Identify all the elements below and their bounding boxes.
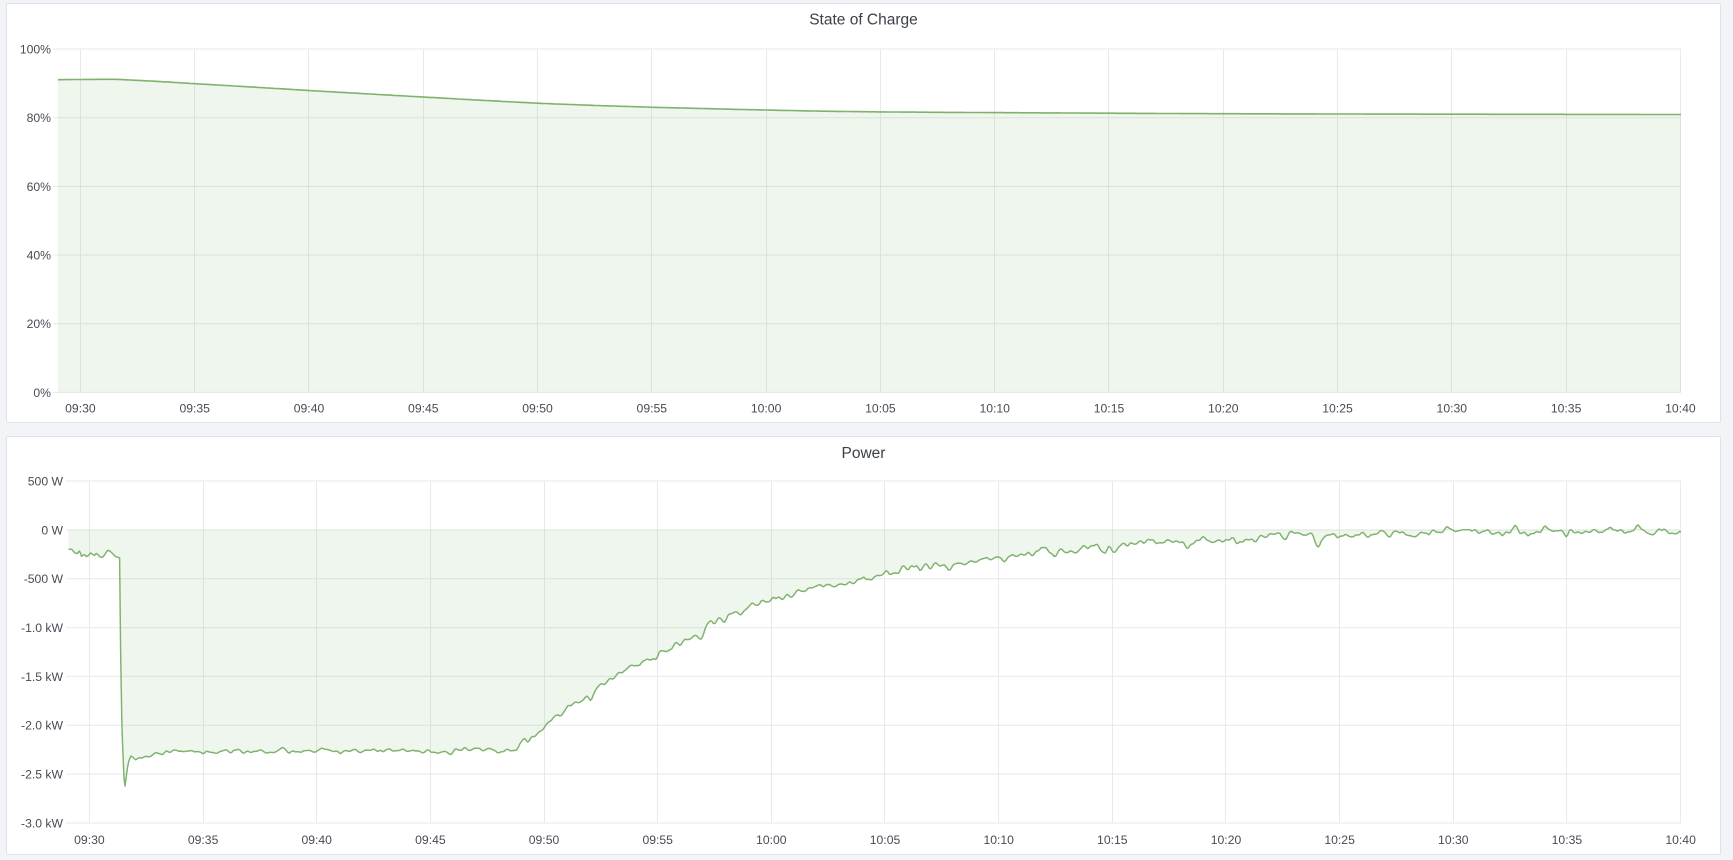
svg-text:60%: 60% <box>27 180 52 194</box>
svg-text:-3.0 kW: -3.0 kW <box>21 816 63 830</box>
svg-text:10:25: 10:25 <box>1322 402 1353 416</box>
svg-text:10:25: 10:25 <box>1324 833 1355 847</box>
svg-text:09:35: 09:35 <box>179 402 210 416</box>
svg-text:10:30: 10:30 <box>1437 402 1468 416</box>
svg-text:20%: 20% <box>27 317 52 331</box>
svg-text:0 W: 0 W <box>41 523 63 537</box>
svg-text:09:40: 09:40 <box>301 833 332 847</box>
svg-text:-1.5 kW: -1.5 kW <box>21 670 63 684</box>
svg-text:10:40: 10:40 <box>1665 833 1696 847</box>
svg-text:09:40: 09:40 <box>294 402 325 416</box>
svg-text:10:35: 10:35 <box>1551 402 1582 416</box>
svg-text:500 W: 500 W <box>28 474 64 488</box>
svg-text:10:05: 10:05 <box>870 833 901 847</box>
svg-text:80%: 80% <box>27 111 52 125</box>
svg-text:10:00: 10:00 <box>751 402 782 416</box>
svg-text:09:50: 09:50 <box>522 402 553 416</box>
svg-text:State of Charge: State of Charge <box>809 12 918 29</box>
svg-text:10:00: 10:00 <box>756 833 787 847</box>
svg-text:0%: 0% <box>33 386 51 400</box>
svg-text:-500 W: -500 W <box>24 572 64 586</box>
svg-text:09:45: 09:45 <box>415 833 446 847</box>
svg-text:09:30: 09:30 <box>74 833 105 847</box>
svg-text:Power: Power <box>842 445 886 462</box>
svg-text:09:35: 09:35 <box>188 833 219 847</box>
svg-text:09:45: 09:45 <box>408 402 439 416</box>
svg-text:10:30: 10:30 <box>1438 833 1469 847</box>
svg-text:-2.5 kW: -2.5 kW <box>21 768 63 782</box>
svg-text:09:55: 09:55 <box>642 833 673 847</box>
svg-text:10:40: 10:40 <box>1665 402 1696 416</box>
svg-text:10:10: 10:10 <box>983 833 1014 847</box>
svg-text:10:35: 10:35 <box>1552 833 1583 847</box>
svg-text:09:30: 09:30 <box>65 402 96 416</box>
svg-text:100%: 100% <box>20 42 51 56</box>
svg-text:-1.0 kW: -1.0 kW <box>21 621 63 635</box>
svg-text:10:05: 10:05 <box>865 402 896 416</box>
svg-text:10:20: 10:20 <box>1208 402 1239 416</box>
svg-text:40%: 40% <box>27 248 52 262</box>
svg-text:10:10: 10:10 <box>979 402 1010 416</box>
svg-text:09:50: 09:50 <box>529 833 560 847</box>
svg-text:09:55: 09:55 <box>637 402 668 416</box>
svg-text:10:20: 10:20 <box>1211 833 1242 847</box>
svg-text:10:15: 10:15 <box>1094 402 1125 416</box>
svg-text:10:15: 10:15 <box>1097 833 1128 847</box>
svg-text:-2.0 kW: -2.0 kW <box>21 719 63 733</box>
